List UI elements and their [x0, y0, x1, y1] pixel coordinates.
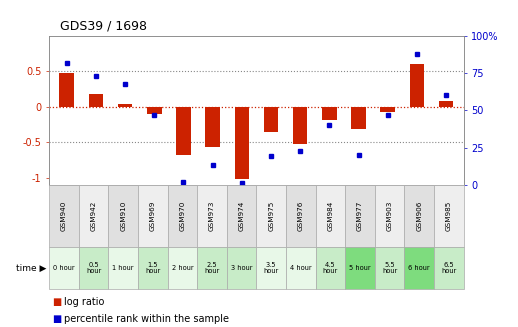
Bar [205, 107, 220, 147]
Bar [197, 247, 227, 289]
Text: 3 hour: 3 hour [231, 265, 252, 271]
Text: ■: ■ [52, 298, 61, 307]
Bar [60, 73, 74, 107]
Bar [118, 104, 133, 107]
Bar [108, 185, 138, 247]
Text: GSM984: GSM984 [327, 201, 334, 231]
Text: GDS39 / 1698: GDS39 / 1698 [60, 20, 147, 33]
Bar [79, 185, 108, 247]
Bar [315, 247, 345, 289]
Text: GSM977: GSM977 [357, 201, 363, 231]
Text: GSM970: GSM970 [179, 201, 185, 231]
Bar [168, 185, 197, 247]
Bar [138, 247, 168, 289]
Text: GSM969: GSM969 [150, 201, 156, 231]
Text: GSM903: GSM903 [386, 201, 393, 231]
Bar [375, 185, 405, 247]
Bar [322, 107, 337, 120]
Text: GSM910: GSM910 [120, 201, 126, 231]
Bar [256, 247, 286, 289]
Bar [89, 94, 103, 107]
Text: 5 hour: 5 hour [349, 265, 371, 271]
Bar [351, 107, 366, 129]
Bar [227, 247, 256, 289]
Bar [168, 247, 197, 289]
Text: GSM975: GSM975 [268, 201, 274, 231]
Text: 2.5
hour: 2.5 hour [205, 262, 220, 274]
Bar [434, 247, 464, 289]
Text: GSM974: GSM974 [239, 201, 244, 231]
Text: time ▶: time ▶ [16, 264, 47, 273]
Bar [380, 107, 395, 112]
Bar [375, 247, 405, 289]
Text: 0 hour: 0 hour [53, 265, 75, 271]
Text: 4.5
hour: 4.5 hour [323, 262, 338, 274]
Bar [108, 247, 138, 289]
Text: GSM976: GSM976 [298, 201, 304, 231]
Bar [49, 185, 79, 247]
Text: GSM906: GSM906 [416, 201, 422, 231]
Bar [434, 185, 464, 247]
Bar [197, 185, 227, 247]
Bar [345, 247, 375, 289]
Text: 6 hour: 6 hour [408, 265, 430, 271]
Text: 1.5
hour: 1.5 hour [145, 262, 161, 274]
Bar [256, 185, 286, 247]
Text: GSM985: GSM985 [446, 201, 452, 231]
Bar [315, 185, 345, 247]
Bar [286, 185, 315, 247]
Text: 3.5
hour: 3.5 hour [264, 262, 279, 274]
Bar [79, 247, 108, 289]
Bar [410, 64, 424, 107]
Text: GSM940: GSM940 [61, 201, 67, 231]
Bar [405, 247, 434, 289]
Bar [227, 185, 256, 247]
Bar [138, 185, 168, 247]
Text: percentile rank within the sample: percentile rank within the sample [64, 314, 229, 324]
Bar [147, 107, 162, 114]
Text: log ratio: log ratio [64, 298, 104, 307]
Bar [49, 247, 79, 289]
Text: 0.5
hour: 0.5 hour [86, 262, 101, 274]
Bar [286, 247, 315, 289]
Text: GSM942: GSM942 [91, 201, 97, 231]
Text: 5.5
hour: 5.5 hour [382, 262, 397, 274]
Bar [235, 107, 249, 179]
Text: GSM973: GSM973 [209, 201, 215, 231]
Text: 1 hour: 1 hour [112, 265, 134, 271]
Bar [293, 107, 308, 144]
Bar [345, 185, 375, 247]
Text: 6.5
hour: 6.5 hour [441, 262, 456, 274]
Bar [176, 107, 191, 155]
Text: 4 hour: 4 hour [290, 265, 312, 271]
Bar [264, 107, 278, 131]
Bar [439, 101, 453, 107]
Bar [405, 185, 434, 247]
Text: ■: ■ [52, 314, 61, 324]
Text: 2 hour: 2 hour [171, 265, 193, 271]
